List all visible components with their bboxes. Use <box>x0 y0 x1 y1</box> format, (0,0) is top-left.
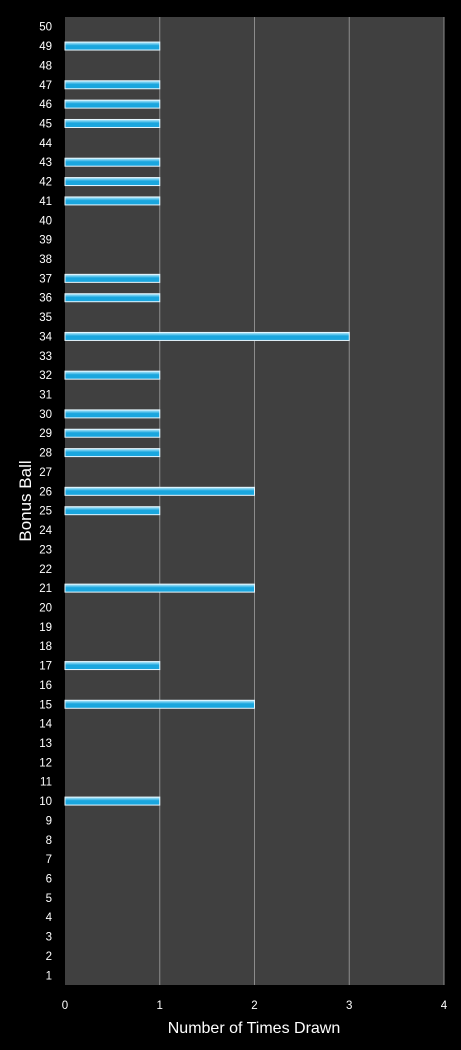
bar-17 <box>64 661 161 671</box>
y-tick-label: 19 <box>39 622 52 634</box>
bar-32 <box>64 370 161 380</box>
x-tick-label: 0 <box>62 1000 68 1012</box>
y-tick-label: 17 <box>39 661 52 673</box>
y-tick-label: 25 <box>39 506 52 518</box>
y-tick-label: 48 <box>39 60 52 72</box>
bar-21 <box>64 583 255 593</box>
y-tick-label: 38 <box>39 254 52 266</box>
y-tick-label: 11 <box>40 777 52 789</box>
x-axis-tick-labels: 0 1 2 3 4 <box>62 1000 448 1012</box>
y-tick-label: 45 <box>39 118 52 130</box>
x-tick-label: 4 <box>441 1000 448 1012</box>
y-tick-label: 31 <box>39 390 52 402</box>
y-tick-label: 42 <box>39 177 52 189</box>
y-tick-label: 32 <box>39 370 52 382</box>
y-tick-label: 5 <box>46 893 52 905</box>
bar-49 <box>64 41 161 51</box>
y-tick-label: 39 <box>39 235 52 247</box>
y-tick-label: 13 <box>39 738 52 750</box>
y-tick-label: 50 <box>39 22 52 34</box>
y-tick-label: 36 <box>39 293 52 305</box>
y-tick-label: 6 <box>46 874 52 886</box>
x-tick-label: 1 <box>157 1000 163 1012</box>
y-tick-label: 47 <box>39 80 52 92</box>
y-tick-label: 21 <box>39 583 52 595</box>
bar-42 <box>64 177 161 187</box>
y-tick-label: 35 <box>39 312 52 324</box>
bar-36 <box>64 293 161 303</box>
bar-10 <box>64 796 161 806</box>
y-tick-label: 8 <box>46 835 52 847</box>
y-tick-label: 37 <box>39 273 52 285</box>
y-tick-label: 28 <box>39 448 52 460</box>
y-tick-label: 14 <box>39 719 52 731</box>
y-tick-label: 16 <box>39 680 52 692</box>
bar-29 <box>64 428 161 438</box>
bar-34 <box>64 331 350 341</box>
y-tick-label: 1 <box>46 970 52 982</box>
bar-41 <box>64 196 161 206</box>
y-tick-label: 46 <box>39 99 52 111</box>
y-tick-label: 15 <box>39 699 52 711</box>
y-tick-label: 33 <box>39 351 52 363</box>
bar-45 <box>64 118 161 128</box>
y-tick-label: 10 <box>39 796 52 808</box>
y-tick-label: 22 <box>39 564 52 576</box>
y-tick-label: 3 <box>46 932 52 944</box>
bar-30 <box>64 409 161 419</box>
y-tick-label: 44 <box>39 138 52 150</box>
y-tick-label: 41 <box>39 196 52 208</box>
bar-37 <box>64 273 161 283</box>
y-tick-label: 27 <box>39 467 52 479</box>
y-axis-label: Bonus Ball <box>16 460 35 541</box>
y-tick-label: 4 <box>46 912 53 924</box>
y-axis-tick-labels: 1234567891011121314151617181920212223242… <box>39 22 52 983</box>
y-tick-label: 24 <box>39 525 52 537</box>
y-tick-label: 49 <box>39 41 52 53</box>
y-tick-label: 12 <box>39 757 52 769</box>
y-tick-label: 43 <box>39 157 52 169</box>
bar-28 <box>64 448 161 458</box>
y-tick-label: 30 <box>39 409 52 421</box>
y-tick-label: 7 <box>46 854 52 866</box>
bar-15 <box>64 699 255 709</box>
x-tick-label: 3 <box>346 1000 352 1012</box>
bar-46 <box>64 99 161 109</box>
bar-26 <box>64 486 255 496</box>
y-tick-label: 34 <box>39 331 52 343</box>
y-tick-label: 20 <box>39 602 52 614</box>
x-axis-label: Number of Times Drawn <box>168 1020 341 1037</box>
y-tick-label: 40 <box>39 215 52 227</box>
y-tick-label: 23 <box>39 544 52 556</box>
x-tick-label: 2 <box>251 1000 257 1012</box>
bar-43 <box>64 157 161 167</box>
y-tick-label: 18 <box>39 641 52 653</box>
bar-25 <box>64 506 161 516</box>
y-tick-label: 9 <box>46 815 52 827</box>
y-tick-label: 2 <box>46 951 52 963</box>
y-tick-label: 29 <box>39 428 52 440</box>
y-tick-label: 26 <box>39 486 52 498</box>
bars <box>64 41 350 806</box>
bar-47 <box>64 80 161 90</box>
